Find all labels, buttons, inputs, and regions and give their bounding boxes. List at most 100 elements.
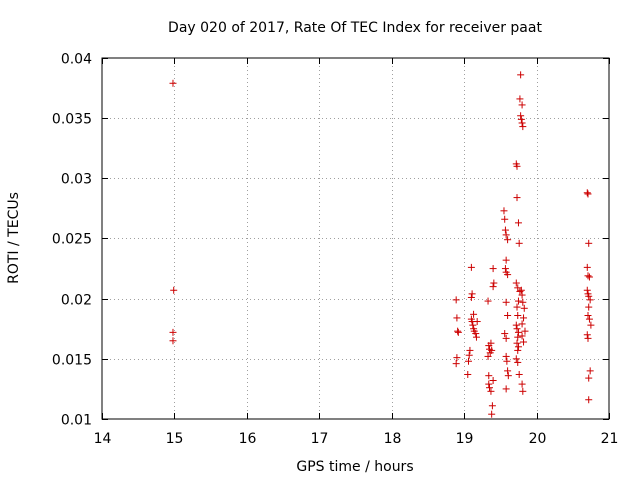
data-point: [514, 333, 522, 341]
data-point: [586, 296, 594, 304]
data-point: [502, 298, 510, 306]
y-axis-label: ROTI / TECUs: [6, 192, 22, 284]
data-point: [467, 263, 475, 271]
data-point: [516, 95, 524, 103]
data-point: [169, 337, 177, 345]
data-point: [513, 162, 521, 170]
data-point: [519, 387, 527, 395]
data-point: [517, 286, 525, 294]
data-point: [517, 112, 525, 120]
data-point: [504, 271, 512, 279]
data-point: [513, 339, 521, 347]
data-point: [518, 320, 526, 328]
data-point: [473, 318, 481, 326]
data-point: [520, 314, 528, 322]
x-tick-label: 20: [529, 431, 547, 447]
data-point: [518, 119, 526, 127]
data-point: [170, 286, 178, 294]
x-axis-label: GPS time / hours: [296, 459, 413, 475]
data-point: [512, 279, 520, 287]
data-point: [514, 219, 522, 227]
data-point: [513, 325, 521, 333]
data-point: [518, 332, 526, 340]
data-point: [514, 346, 522, 354]
data-point: [583, 331, 591, 339]
y-tick-label: 0.02: [61, 293, 92, 309]
data-point: [585, 374, 593, 382]
x-tick-label: 21: [601, 431, 619, 447]
data-point: [484, 297, 492, 305]
data-point: [468, 290, 476, 298]
data-point: [469, 321, 477, 329]
data-point: [519, 123, 527, 131]
data-point: [584, 190, 592, 198]
data-point: [501, 226, 509, 234]
x-tick-label: 16: [239, 431, 257, 447]
data-point: [472, 333, 480, 341]
data-points: [169, 71, 595, 418]
data-point: [488, 402, 496, 410]
data-point: [453, 314, 461, 322]
data-point: [484, 352, 492, 360]
data-point: [504, 372, 512, 380]
data-point: [583, 263, 591, 271]
data-point: [521, 327, 529, 335]
data-point: [585, 239, 593, 247]
data-point: [586, 367, 594, 375]
data-point: [514, 297, 522, 305]
data-point: [520, 338, 528, 346]
data-point: [472, 330, 480, 338]
data-point: [503, 357, 511, 365]
data-point: [585, 315, 593, 323]
data-point: [488, 410, 496, 418]
data-point: [464, 357, 472, 365]
tick-labels: 14 15 16 17 18 19 20 21 0.01 0.015 0.02 0.025 0.03 0.…: [52, 52, 619, 448]
data-point: [587, 321, 595, 329]
data-point: [518, 380, 526, 388]
data-point: [470, 310, 478, 318]
data-point: [501, 265, 509, 273]
data-point: [485, 380, 493, 388]
x-tick-label: 18: [384, 431, 402, 447]
data-point: [585, 396, 593, 404]
data-point: [517, 71, 525, 79]
data-point: [502, 231, 510, 239]
data-point: [514, 328, 522, 336]
data-point: [452, 296, 460, 304]
data-point: [519, 298, 527, 306]
data-point: [512, 355, 520, 363]
data-point: [514, 312, 522, 320]
data-point: [485, 372, 493, 380]
data-point: [515, 239, 523, 247]
data-point: [502, 334, 510, 342]
data-point: [466, 346, 474, 354]
data-point: [513, 194, 521, 202]
data-point: [517, 115, 525, 123]
data-point: [464, 370, 472, 378]
data-point: [514, 343, 522, 351]
data-point: [514, 284, 522, 292]
data-point: [487, 339, 495, 347]
data-point: [467, 293, 475, 301]
data-point: [453, 354, 461, 362]
y-tick-label: 0.01: [61, 413, 92, 429]
chart-title: Day 020 of 2017, Rate Of TEC Index for r…: [168, 20, 542, 36]
data-point: [489, 283, 497, 291]
data-point: [585, 273, 593, 281]
data-point: [452, 360, 460, 368]
data-point: [584, 312, 592, 320]
x-tick-label: 15: [166, 431, 184, 447]
data-point: [504, 236, 512, 244]
data-point: [169, 79, 177, 87]
y-tick-label: 0.025: [52, 232, 92, 248]
x-tick-label: 17: [311, 431, 329, 447]
y-tick-label: 0.015: [52, 353, 92, 369]
x-tick-label: 19: [456, 431, 474, 447]
data-point: [169, 328, 177, 336]
data-point: [485, 384, 493, 392]
data-point: [504, 367, 512, 375]
y-tick-label: 0.03: [61, 172, 92, 188]
data-point: [516, 287, 524, 295]
data-point: [501, 330, 509, 338]
grid: [102, 58, 609, 419]
